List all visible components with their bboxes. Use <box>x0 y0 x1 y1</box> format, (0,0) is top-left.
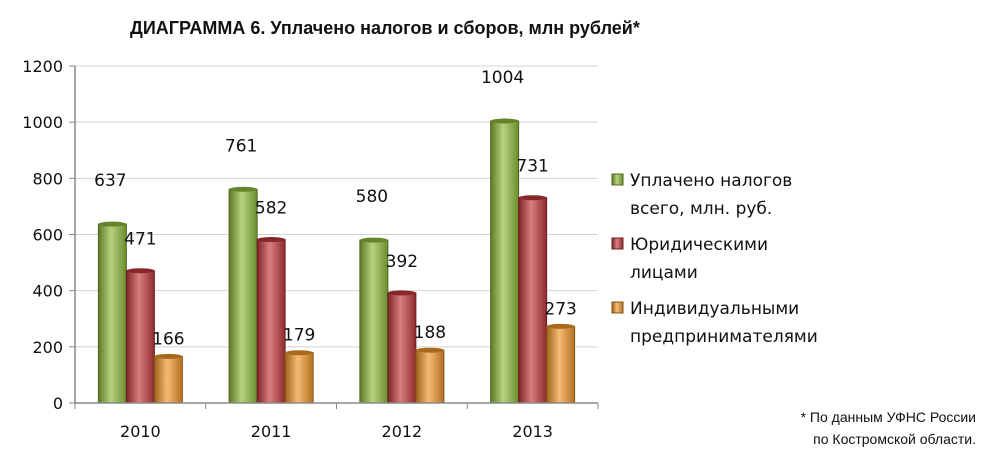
data-label: 637 <box>94 171 126 191</box>
y-tick-label: 400 <box>32 282 63 301</box>
data-label: 580 <box>356 187 388 207</box>
bar-top <box>229 186 258 192</box>
bar <box>387 292 417 404</box>
bar-top <box>285 350 314 356</box>
x-tick-label: 2010 <box>120 422 161 441</box>
y-tick-label: 1000 <box>22 113 63 132</box>
bar-top <box>359 237 388 243</box>
footnote: * По данным УФНС России по Костромской о… <box>801 406 976 450</box>
legend-label: Уплачено налогов <box>630 171 792 191</box>
legend-swatch <box>611 237 624 250</box>
footnote-line-2: по Костромской области. <box>813 431 976 447</box>
legend-label: Индивидуальными <box>630 299 799 319</box>
legend-swatch <box>611 301 624 314</box>
data-label: 188 <box>414 323 446 343</box>
bar <box>153 355 183 404</box>
footnote-line-1: * По данным УФНС России <box>800 409 976 425</box>
y-tick-label: 600 <box>32 226 63 245</box>
bar-top <box>98 221 127 227</box>
bar-top <box>126 268 155 274</box>
bar <box>125 270 155 404</box>
bar <box>97 223 127 404</box>
bar <box>228 188 258 404</box>
data-label: 392 <box>386 252 418 272</box>
data-label: 761 <box>225 136 257 156</box>
legend-label: лицами <box>630 263 698 283</box>
legend-label: предпринимателями <box>630 327 818 347</box>
data-label: 1004 <box>481 68 524 88</box>
data-label: 731 <box>516 157 548 177</box>
bar-top <box>257 237 286 243</box>
y-tick-label: 800 <box>32 169 63 188</box>
x-axis-ticks: 2010 2011 2012 2013 <box>74 403 599 441</box>
legend-label: всего, млн. руб. <box>630 199 772 219</box>
bar <box>518 197 548 404</box>
legend-label: Юридическими <box>630 235 768 255</box>
data-label: 166 <box>152 329 184 349</box>
bar-top <box>154 353 183 359</box>
bars <box>97 118 576 404</box>
y-tick-label: 0 <box>53 394 63 413</box>
chart-title: ДИАГРАММА 6. Уплачено налогов и сборов, … <box>130 18 640 38</box>
bar <box>256 239 286 404</box>
bar <box>359 239 389 404</box>
data-label: 471 <box>124 230 156 250</box>
y-axis-ticks: 0 200 400 600 800 1000 1200 <box>22 57 75 413</box>
x-tick-label: 2011 <box>251 422 292 441</box>
bar-top <box>387 290 416 296</box>
x-tick-label: 2013 <box>512 422 553 441</box>
data-label: 273 <box>544 299 576 319</box>
bar <box>490 120 520 404</box>
bar-top <box>415 347 444 353</box>
legend-swatch <box>611 173 624 186</box>
bar-top <box>518 195 547 201</box>
bar <box>284 352 314 404</box>
legend: Уплачено налогов всего, млн. руб. Юридичес… <box>611 171 818 347</box>
bar <box>415 349 445 404</box>
data-labels: 637 471 166 761 582 179 580 392 188 1004 731 273 <box>94 68 577 349</box>
y-tick-label: 1200 <box>22 57 63 76</box>
bar <box>546 325 576 404</box>
data-label: 582 <box>255 199 287 219</box>
x-tick-label: 2012 <box>382 422 423 441</box>
bar-top <box>546 323 575 329</box>
bar-top <box>490 118 519 124</box>
data-label: 179 <box>283 326 315 346</box>
y-tick-label: 200 <box>32 338 63 357</box>
